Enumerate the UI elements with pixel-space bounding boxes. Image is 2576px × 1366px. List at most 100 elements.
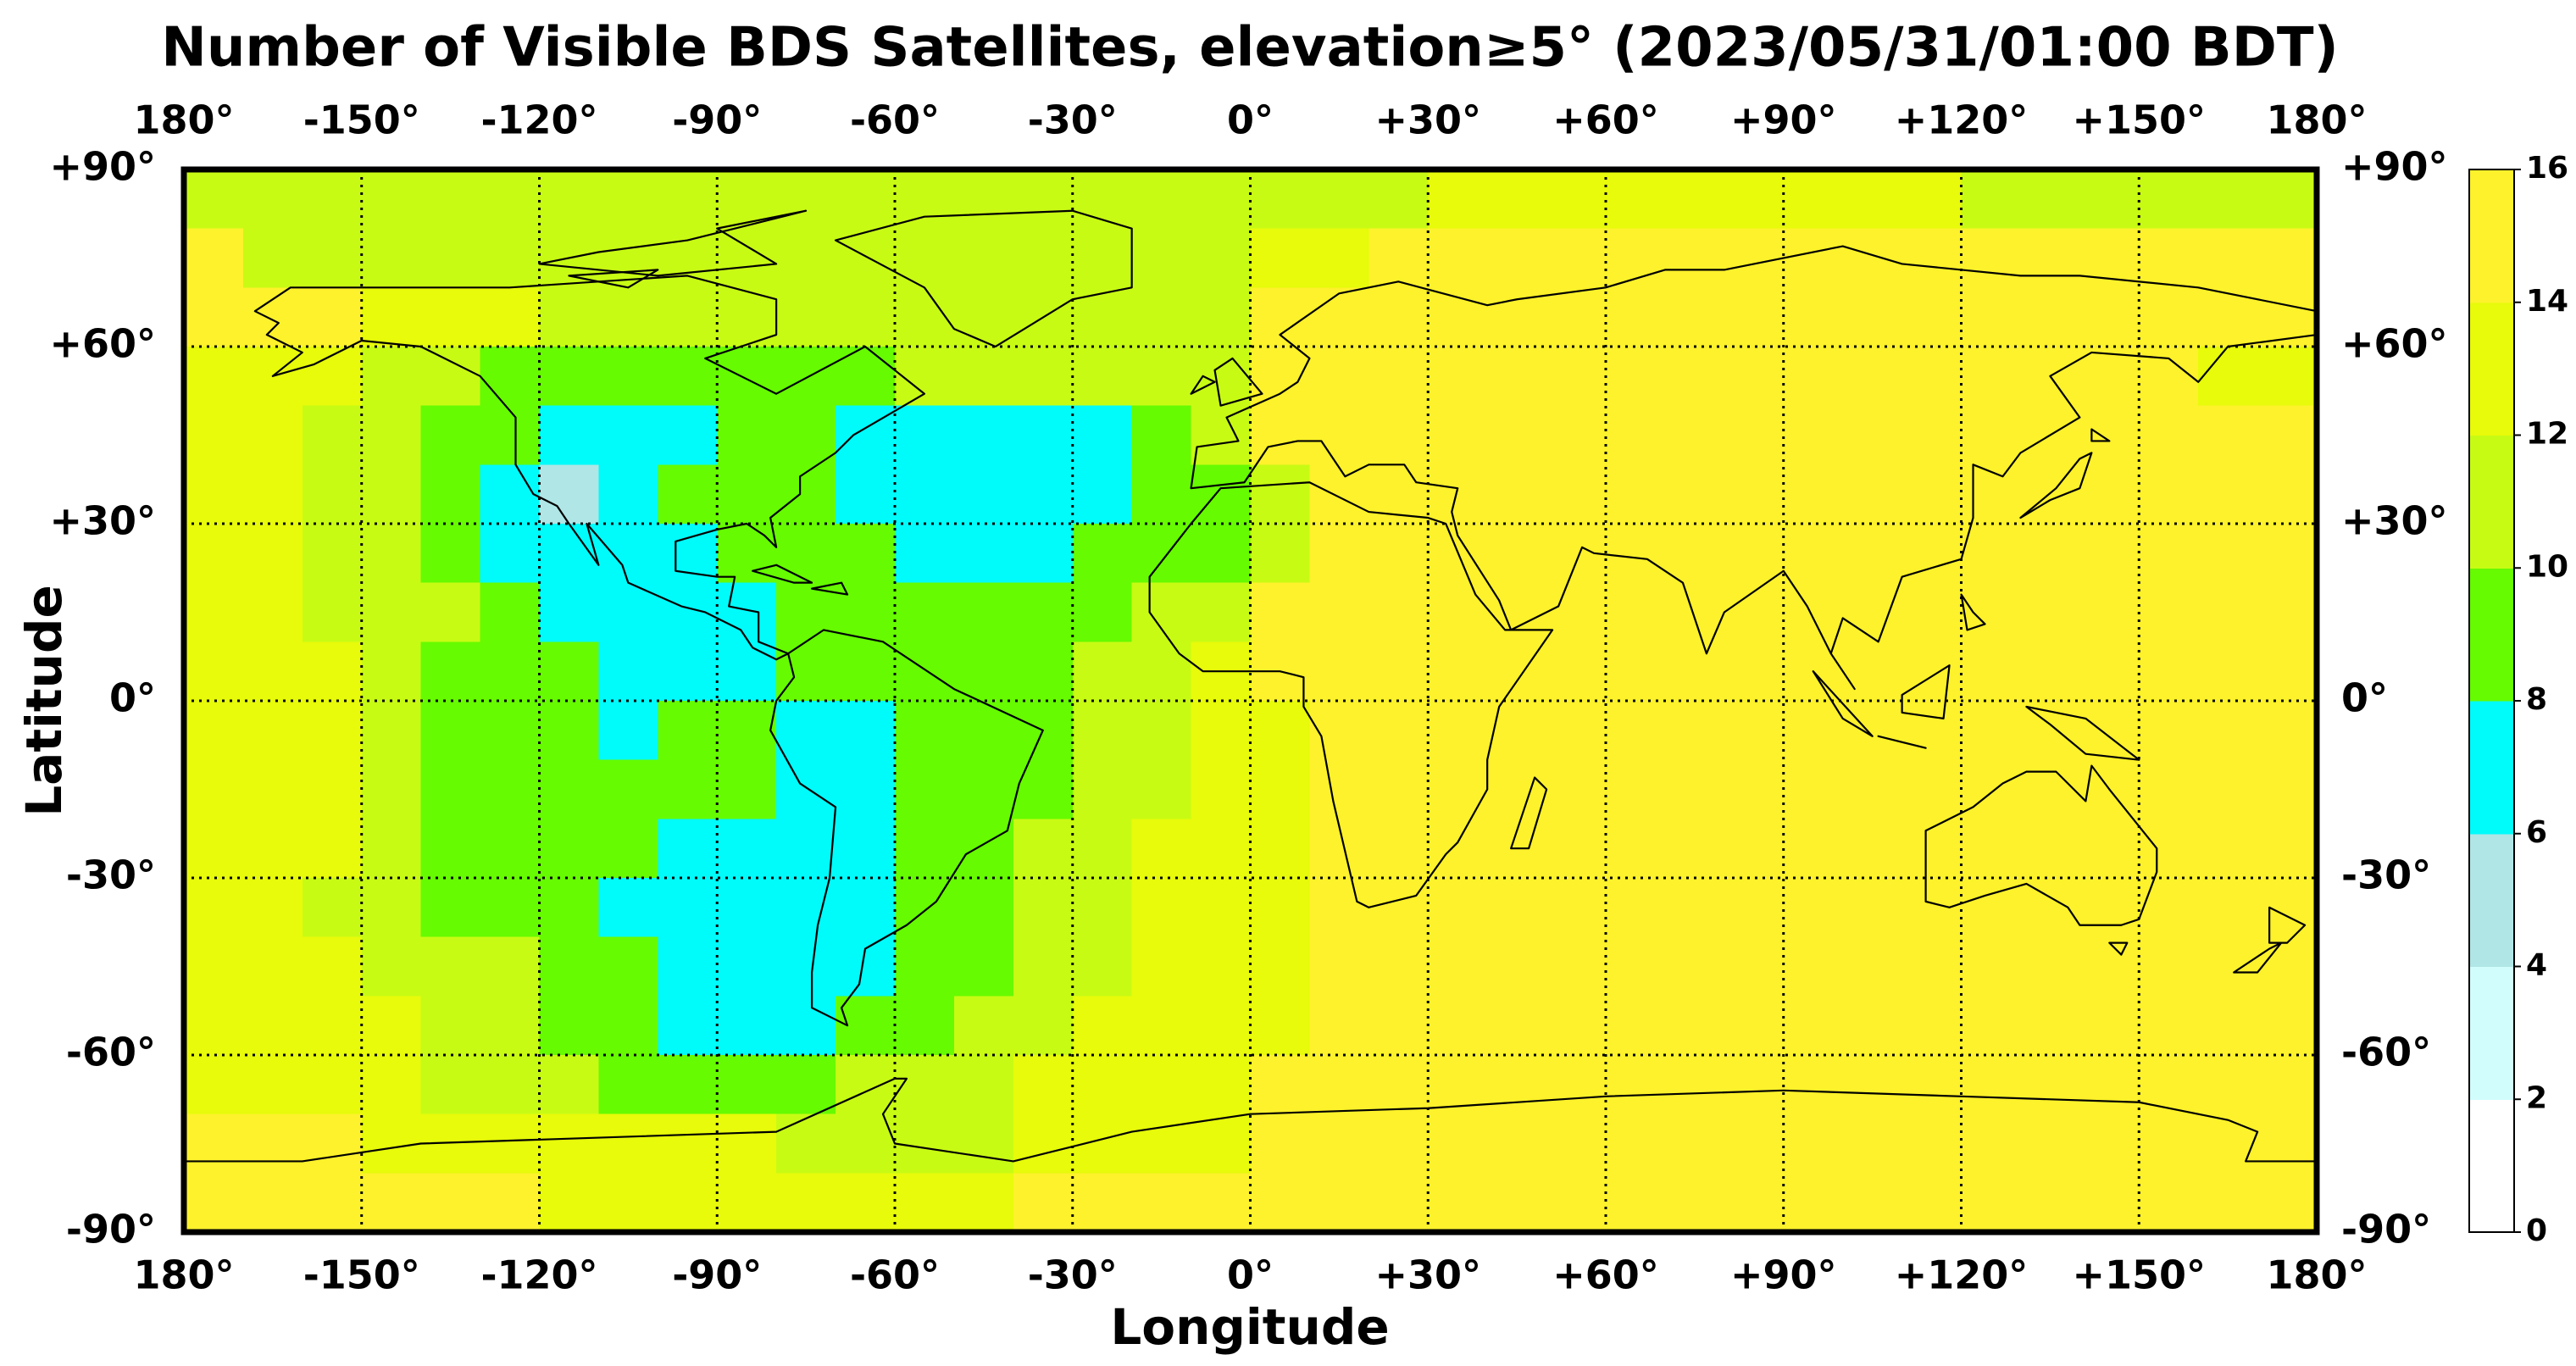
heat-cell bbox=[1428, 701, 1488, 761]
heat-cell bbox=[242, 996, 303, 1056]
heat-cell bbox=[1250, 1173, 1311, 1233]
heat-cell bbox=[1664, 759, 1725, 819]
heat-cell bbox=[1901, 641, 1963, 702]
heat-cell bbox=[302, 641, 363, 702]
heat-cell bbox=[539, 1113, 600, 1174]
heat-cell bbox=[1428, 228, 1488, 288]
heat-cell bbox=[895, 228, 955, 288]
heat-cell bbox=[1250, 287, 1311, 347]
heat-cell bbox=[1487, 347, 1547, 407]
x-tick-label: +90° bbox=[1730, 1252, 1837, 1298]
heat-cell bbox=[895, 936, 955, 997]
heat-cell bbox=[1309, 759, 1369, 819]
heat-cell bbox=[1131, 641, 1192, 702]
heat-cell bbox=[2139, 524, 2199, 584]
heat-cell bbox=[2257, 996, 2318, 1056]
heat-cell bbox=[1072, 1055, 1133, 1115]
heat-cell bbox=[361, 347, 422, 407]
heat-cell bbox=[953, 347, 1014, 407]
heat-cell bbox=[1961, 996, 2022, 1056]
heat-cell bbox=[658, 405, 718, 465]
heat-cell bbox=[2020, 759, 2080, 819]
heat-cell bbox=[539, 759, 600, 819]
heat-cell bbox=[420, 228, 481, 288]
heat-cell bbox=[1131, 819, 1192, 879]
heat-cell bbox=[1664, 405, 1725, 465]
heat-cell bbox=[1309, 936, 1369, 997]
y-tick-label: +60° bbox=[49, 321, 156, 367]
heat-cell bbox=[1072, 1173, 1133, 1233]
colorbar-tick-label: 4 bbox=[2526, 948, 2547, 983]
heat-cell bbox=[1309, 524, 1369, 584]
heat-cell bbox=[1961, 169, 2022, 230]
heat-cell bbox=[302, 405, 363, 465]
heat-cell bbox=[2139, 1055, 2199, 1115]
heat-cell bbox=[2257, 1055, 2318, 1115]
heat-cell bbox=[242, 759, 303, 819]
heat-cell bbox=[836, 641, 896, 702]
heat-cell bbox=[184, 169, 244, 230]
heat-cell bbox=[242, 936, 303, 997]
heat-cell bbox=[1250, 878, 1311, 938]
heat-cell bbox=[1961, 1113, 2022, 1174]
heat-cell bbox=[953, 1055, 1014, 1115]
heat-cell bbox=[1250, 228, 1311, 288]
heat-cell bbox=[1309, 405, 1369, 465]
heat-cell bbox=[1131, 405, 1192, 465]
heat-cell bbox=[717, 464, 777, 525]
heat-cell bbox=[717, 1113, 777, 1174]
heat-cell bbox=[2020, 641, 2080, 702]
heat-cell bbox=[480, 819, 541, 879]
heat-cell bbox=[480, 641, 541, 702]
heat-cell bbox=[2079, 1173, 2140, 1233]
heat-cell bbox=[1606, 1113, 1666, 1174]
heat-cell bbox=[1961, 819, 2022, 879]
heat-cell bbox=[1842, 878, 1903, 938]
y-tick-label: 0° bbox=[2341, 675, 2388, 721]
heat-cell bbox=[658, 582, 718, 642]
heat-cell bbox=[1131, 582, 1192, 642]
heat-cell bbox=[1724, 1055, 1785, 1115]
heat-cell bbox=[1664, 1113, 1725, 1174]
heat-cell bbox=[2139, 287, 2199, 347]
coastline bbox=[770, 630, 1043, 1025]
heat-cell bbox=[2020, 996, 2080, 1056]
heat-cell bbox=[598, 464, 658, 525]
heat-cell bbox=[420, 819, 481, 879]
heat-cell bbox=[1368, 759, 1429, 819]
heat-cell bbox=[1368, 819, 1429, 879]
heat-cell bbox=[895, 641, 955, 702]
heat-cell bbox=[302, 996, 363, 1056]
heat-cell bbox=[1131, 287, 1192, 347]
y-tick-label: +90° bbox=[2341, 144, 2448, 190]
heat-cell bbox=[776, 464, 836, 525]
heat-cell bbox=[1428, 169, 1488, 230]
y-tick-label: -30° bbox=[2341, 852, 2431, 898]
heat-cell bbox=[420, 996, 481, 1056]
heat-cell bbox=[717, 759, 777, 819]
heat-cell bbox=[1309, 996, 1369, 1056]
heat-cell bbox=[1606, 347, 1666, 407]
heat-cell bbox=[1842, 464, 1903, 525]
heat-cell bbox=[953, 287, 1014, 347]
heat-cell bbox=[1664, 347, 1725, 407]
y-tick-label: 0° bbox=[109, 675, 156, 721]
colorbar-segment bbox=[2469, 966, 2514, 1100]
heat-cell bbox=[2079, 701, 2140, 761]
heat-cell bbox=[598, 1055, 658, 1115]
heat-cell bbox=[1191, 1113, 1252, 1174]
heat-cell bbox=[717, 1173, 777, 1233]
heat-cell bbox=[2139, 582, 2199, 642]
heat-cell bbox=[836, 464, 896, 525]
heat-cell bbox=[242, 405, 303, 465]
colorbar-segment bbox=[2469, 701, 2514, 835]
heat-cell bbox=[1724, 759, 1785, 819]
heat-cell bbox=[302, 878, 363, 938]
heat-cell bbox=[776, 819, 836, 879]
heat-cell bbox=[1309, 582, 1369, 642]
heat-cell bbox=[1901, 1055, 1963, 1115]
heat-cell bbox=[598, 936, 658, 997]
heat-cell bbox=[242, 1055, 303, 1115]
heat-cell bbox=[598, 1173, 658, 1233]
